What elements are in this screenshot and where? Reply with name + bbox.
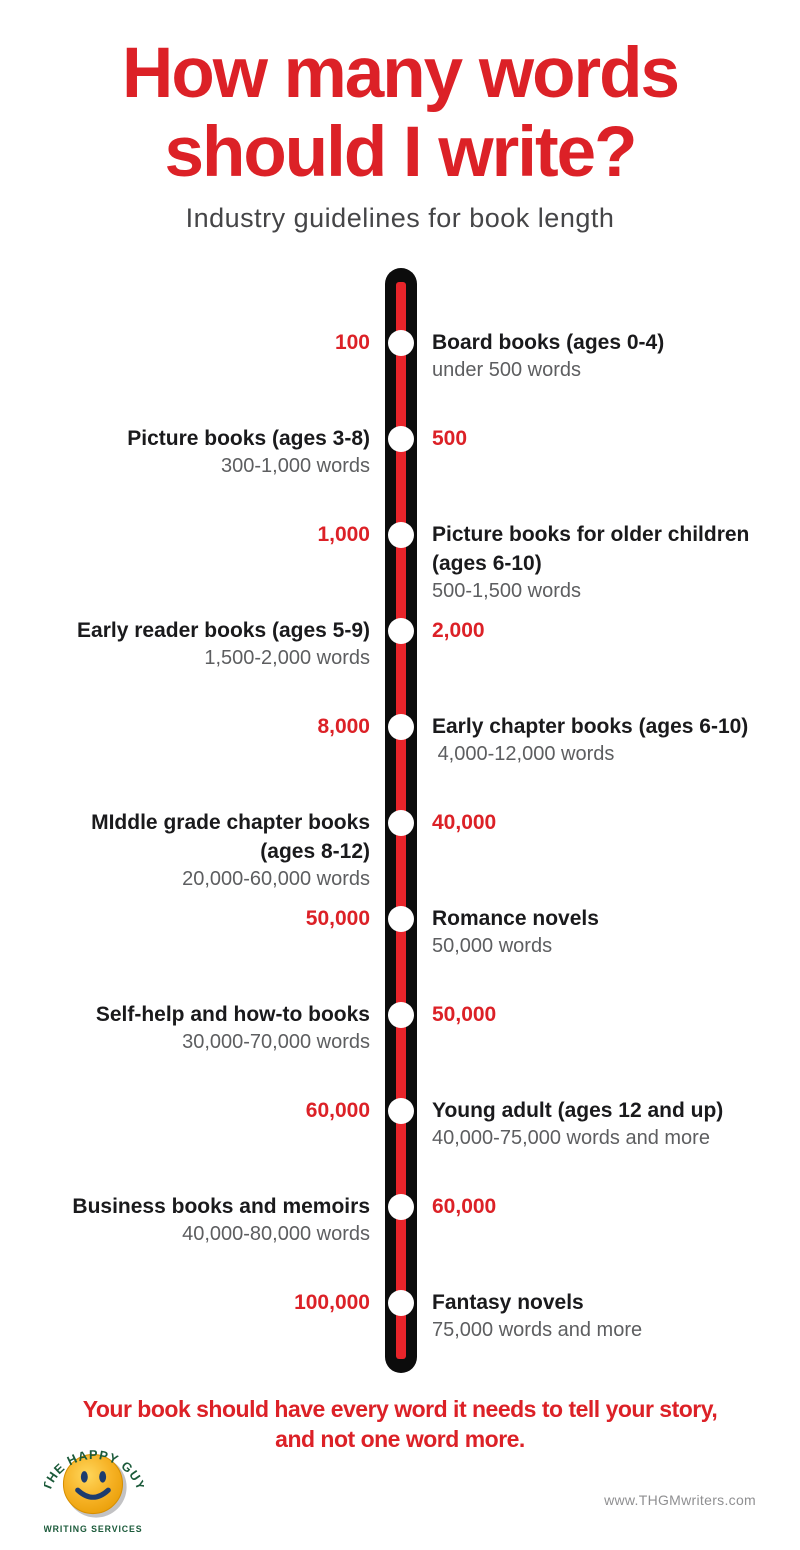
page-subtitle: Industry guidelines for book length — [185, 203, 615, 233]
milestone-word-count: 40,000 — [432, 811, 497, 834]
milestone-title: Early reader books (ages 5-9) — [77, 619, 370, 642]
page-title: How many words should I write? — [0, 34, 800, 192]
milestone-word-count: 8,000 — [317, 715, 370, 738]
milestone-dot — [388, 1194, 414, 1220]
milestone-title: Early chapter books (ages 6-10) — [432, 715, 749, 738]
milestone-title: Business books and memoirs — [72, 1195, 370, 1218]
milestone-title: Romance novels — [432, 907, 599, 930]
timeline-rows: 100 Board books (ages 0-4) under 500 wor… — [0, 295, 800, 1351]
timeline-entry: 60,000 Business books and memoirs 40,000… — [0, 1159, 800, 1255]
milestone-range: 500-1,500 words — [432, 580, 581, 602]
timeline-entry: 100,000 Fantasy novels 75,000 words and … — [0, 1255, 800, 1351]
website-url: www.THGMwriters.com — [604, 1492, 756, 1508]
milestone-dot — [388, 426, 414, 452]
milestone-content: Picture books for older children (ages 6… — [432, 520, 780, 605]
milestone-dot — [388, 522, 414, 548]
timeline-entry: 2,000 Early reader books (ages 5-9) 1,50… — [0, 583, 800, 679]
milestone-word-count: 50,000 — [432, 1003, 497, 1026]
milestone-dot — [388, 1098, 414, 1124]
milestone-range: 30,000-70,000 words — [182, 1031, 370, 1053]
timeline: 100 Board books (ages 0-4) under 500 wor… — [0, 268, 800, 1373]
milestone-title: Fantasy novels — [432, 1291, 584, 1314]
timeline-entry: 60,000 Young adult (ages 12 and up) 40,0… — [0, 1063, 800, 1159]
footer-message: Your book should have every word it need… — [0, 1394, 800, 1454]
milestone-content: Self-help and how-to books 30,000-70,000… — [0, 1000, 370, 1056]
smiley-smile — [75, 1487, 111, 1500]
timeline-entry: 50,000 Self-help and how-to books 30,000… — [0, 967, 800, 1063]
title-line1: How many words — [122, 34, 680, 113]
milestone-title: Board books (ages 0-4) — [432, 331, 665, 354]
milestone-range: 50,000 words — [432, 935, 553, 957]
milestone-dot — [388, 330, 414, 356]
milestone-range: 40,000-80,000 words — [182, 1223, 370, 1245]
milestone-dot — [388, 1002, 414, 1028]
footer-message-line1: Your book should have every word it need… — [82, 1396, 718, 1422]
milestone-title: Picture books for older children (ages 6… — [432, 523, 750, 575]
milestone-dot — [388, 714, 414, 740]
milestone-word-count: 60,000 — [305, 1099, 370, 1122]
smiley-face-icon — [62, 1453, 124, 1515]
milestone-word-count: 100,000 — [294, 1291, 370, 1314]
milestone-range: 4,000-12,000 words — [432, 743, 615, 765]
milestone-content: MIddle grade chapter books (ages 8-12) 2… — [0, 808, 370, 893]
milestone-dot — [388, 1290, 414, 1316]
title-line2: should I write? — [164, 113, 638, 192]
milestone-title: Young adult (ages 12 and up) — [432, 1099, 724, 1122]
milestone-content: Young adult (ages 12 and up) 40,000-75,0… — [432, 1096, 780, 1152]
milestone-dot — [388, 906, 414, 932]
milestone-word-count: 60,000 — [432, 1195, 497, 1218]
milestone-content: Picture books (ages 3-8) 300-1,000 words — [0, 424, 370, 480]
milestone-range: 75,000 words and more — [432, 1319, 643, 1341]
milestone-word-count: 500 — [432, 427, 468, 450]
milestone-dot — [388, 810, 414, 836]
timeline-entry: 100 Board books (ages 0-4) under 500 wor… — [0, 295, 800, 391]
milestone-word-count: 100 — [334, 331, 370, 354]
milestone-content: Business books and memoirs 40,000-80,000… — [0, 1192, 370, 1248]
milestone-title: Picture books (ages 3-8) — [127, 427, 370, 450]
timeline-entry: 500 Picture books (ages 3-8) 300-1,000 w… — [0, 391, 800, 487]
timeline-entry: 1,000 Picture books for older children (… — [0, 487, 800, 602]
milestone-content: Romance novels 50,000 words — [432, 904, 780, 960]
milestone-content: Early chapter books (ages 6-10) 4,000-12… — [432, 712, 780, 768]
timeline-entry: 40,000 MIddle grade chapter books (ages … — [0, 775, 800, 890]
milestone-content: Fantasy novels 75,000 words and more — [432, 1288, 780, 1344]
milestone-range: 1,500-2,000 words — [204, 647, 370, 669]
happy-guy-logo: THE HAPPY GUY WRITING SERVICES — [44, 1447, 144, 1534]
milestone-content: Board books (ages 0-4) under 500 words — [432, 328, 780, 384]
smiley-left-eye — [80, 1471, 88, 1483]
milestone-title: Self-help and how-to books — [95, 1003, 370, 1026]
milestone-range: under 500 words — [432, 359, 581, 381]
milestone-range: 40,000-75,000 words and more — [432, 1127, 710, 1149]
milestone-word-count: 1,000 — [317, 523, 370, 546]
milestone-title: MIddle grade chapter books (ages 8-12) — [91, 811, 370, 863]
milestone-content: Early reader books (ages 5-9) 1,500-2,00… — [0, 616, 370, 672]
milestone-word-count: 2,000 — [432, 619, 485, 642]
smiley-right-eye — [99, 1471, 107, 1483]
timeline-entry: 8,000 Early chapter books (ages 6-10) 4,… — [0, 679, 800, 775]
milestone-dot — [388, 618, 414, 644]
timeline-entry: 50,000 Romance novels 50,000 words — [0, 871, 800, 967]
milestone-range: 300-1,000 words — [221, 455, 370, 477]
milestone-word-count: 50,000 — [305, 907, 370, 930]
milestone-range: 20,000-60,000 words — [182, 868, 370, 890]
footer-message-line2: and not one word more. — [275, 1426, 525, 1452]
logo-sub-text: WRITING SERVICES — [44, 1524, 143, 1534]
